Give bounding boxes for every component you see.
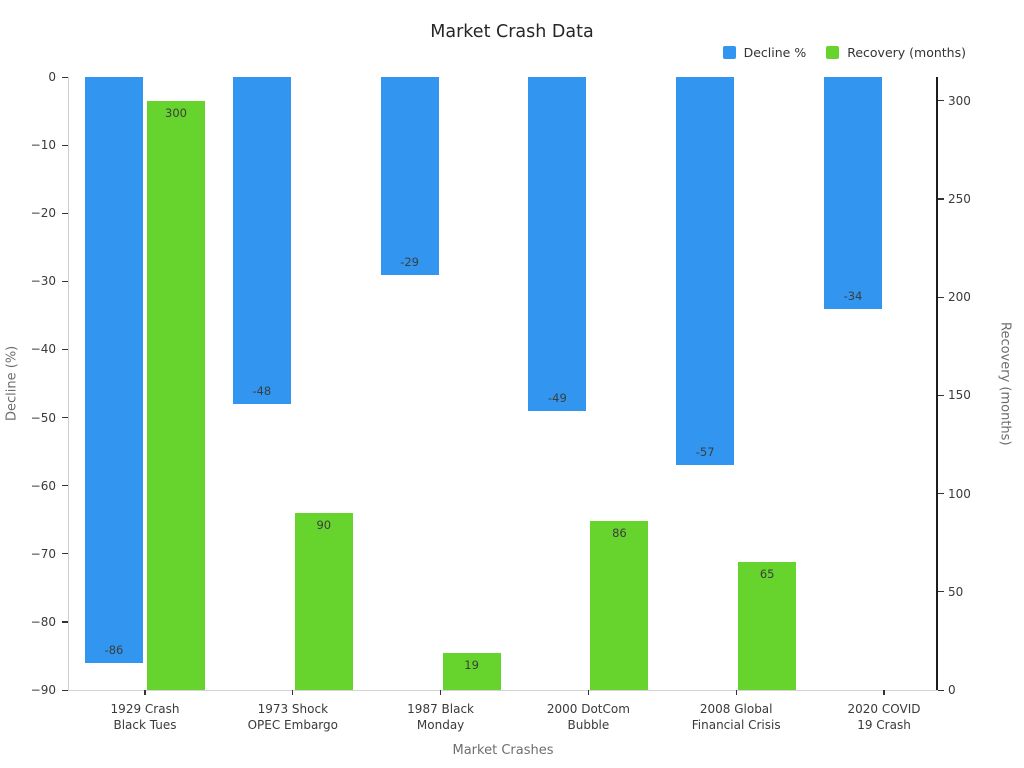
x-tick-label: 2020 COVID 19 Crash	[799, 701, 969, 733]
right-axis-title: Recovery (months)	[997, 321, 1013, 446]
decline-bar	[676, 77, 735, 466]
bar-value-label: -86	[104, 642, 124, 657]
bar-value-label: 90	[316, 518, 332, 533]
left-tick-mark	[62, 280, 68, 283]
bar-value-label: -48	[252, 383, 272, 398]
x-tick-mark	[587, 690, 589, 695]
right-axis-spine	[936, 77, 938, 690]
left-tick-label: −30	[30, 274, 56, 289]
x-tick-label-line: 1973 Shock	[257, 702, 329, 716]
right-tick-label: 0	[948, 683, 956, 697]
left-tick-mark	[62, 76, 68, 78]
x-tick-mark	[292, 690, 294, 695]
left-tick-mark	[62, 212, 68, 214]
left-tick-label: −60	[30, 478, 56, 493]
x-tick-label-line: 2020 COVID	[847, 702, 921, 716]
x-tick-label-line: 1929 Crash	[110, 702, 180, 716]
decline-bar	[232, 77, 291, 404]
x-tick-mark	[883, 690, 885, 695]
bar-value-label: -34	[843, 288, 863, 303]
left-tick-label: −50	[30, 410, 56, 425]
x-tick-label-line: OPEC Embargo	[247, 718, 338, 732]
legend-item-recovery: Recovery (months)	[826, 45, 966, 60]
left-tick-label: −20	[30, 206, 56, 221]
left-tick-label: 0	[48, 70, 56, 84]
bar-value-label: -57	[695, 445, 715, 460]
x-axis-title: Market Crashes	[452, 743, 554, 758]
bar-value-label: 19	[464, 657, 479, 672]
chart-title: Market Crash Data	[430, 22, 594, 42]
x-tick-mark	[440, 690, 442, 695]
left-axis-spine	[68, 77, 69, 690]
x-tick-label-line: 1987 Black	[407, 702, 474, 716]
bar-value-label: 65	[759, 567, 775, 582]
x-tick-label-line: 19 Crash	[857, 718, 911, 732]
x-tick-label: 1973 Shock OPEC Embargo	[208, 701, 378, 733]
right-tick-mark	[938, 394, 944, 396]
x-tick-label: 1987 Black Monday	[356, 701, 526, 733]
x-tick-label: 2008 Global Financial Crisis	[651, 701, 821, 733]
right-tick-label: 250	[948, 191, 971, 206]
right-tick-mark	[938, 198, 944, 200]
left-tick-mark	[62, 417, 68, 419]
x-tick-mark	[735, 690, 737, 695]
decline-bar	[528, 77, 587, 411]
recovery-bar	[294, 513, 353, 690]
recovery-bar	[442, 652, 501, 690]
legend: Decline % Recovery (months)	[722, 45, 966, 60]
x-tick-label-line: Financial Crisis	[691, 718, 781, 732]
bottom-axis-spine	[68, 690, 938, 691]
left-tick-mark	[62, 689, 68, 691]
right-tick-mark	[938, 493, 944, 495]
recovery-bar	[590, 521, 649, 690]
bar-value-label: 86	[612, 526, 627, 541]
left-axis-title: Decline (%)	[4, 345, 20, 422]
right-tick-label: 200	[948, 290, 971, 305]
recovery-bar	[147, 100, 205, 690]
x-tick-label-line: Black Tues	[113, 718, 177, 732]
left-tick-mark	[62, 553, 68, 555]
x-tick-label-line: 2008 Global	[699, 702, 773, 716]
decline-bar	[824, 77, 882, 309]
legend-label-recovery: Recovery (months)	[847, 45, 966, 60]
x-tick-label-line: Monday	[416, 718, 465, 732]
left-tick-mark	[62, 621, 68, 623]
x-tick-label: 1929 Crash Black Tues	[60, 701, 230, 733]
right-tick-mark	[938, 100, 944, 102]
left-tick-label: −10	[30, 138, 56, 153]
left-tick-mark	[62, 348, 68, 351]
legend-item-decline: Decline %	[722, 45, 807, 60]
right-tick-mark	[938, 296, 944, 298]
right-tick-mark	[938, 591, 944, 593]
left-tick-label: −40	[30, 342, 56, 357]
legend-label-decline: Decline %	[743, 45, 807, 60]
x-tick-label: 2000 DotCom Bubble	[503, 701, 673, 733]
decline-swatch-icon	[722, 46, 736, 59]
left-tick-label: −80	[30, 614, 56, 629]
right-tick-label: 300	[948, 93, 971, 108]
x-tick-label-line: 2000 DotCom	[546, 702, 630, 716]
left-tick-label: −70	[30, 546, 56, 561]
bar-value-label: -49	[547, 390, 567, 405]
decline-bar	[380, 77, 439, 275]
bar-value-label: 300	[165, 105, 187, 120]
right-tick-label: 150	[948, 388, 971, 403]
bar-value-label: -29	[400, 254, 419, 269]
recovery-bar	[738, 562, 797, 690]
x-tick-mark	[144, 690, 146, 695]
left-tick-mark	[62, 485, 68, 487]
left-tick-mark	[62, 144, 68, 146]
x-tick-label-line: Bubble	[567, 718, 610, 732]
right-tick-label: 100	[948, 486, 971, 501]
decline-bar	[85, 77, 143, 663]
right-tick-label: 50	[948, 584, 964, 599]
recovery-swatch-icon	[826, 46, 840, 59]
right-tick-mark	[938, 689, 944, 691]
plot-area: -86 300 -48 90 -29 19 -49 86 -57 65 -34	[68, 77, 938, 691]
left-tick-label: −90	[30, 683, 56, 697]
